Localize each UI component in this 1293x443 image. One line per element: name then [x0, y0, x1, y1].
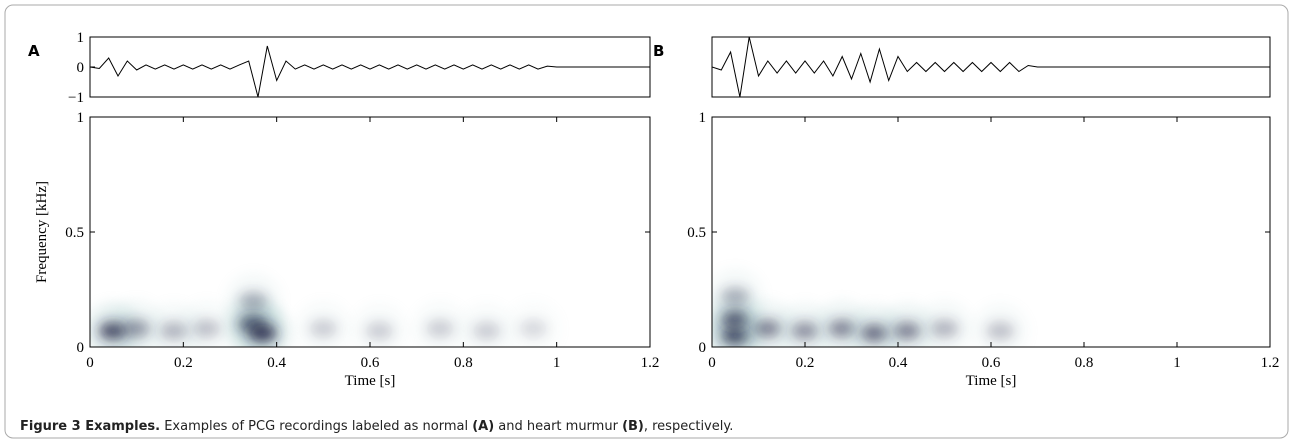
x-tick-label: 1.2 — [1261, 355, 1280, 371]
x-tick-label: 0 — [708, 355, 716, 371]
x-tick-label: 0.4 — [267, 355, 286, 371]
x-axis-label: Time [s] — [345, 373, 396, 389]
energy-blob — [426, 319, 454, 338]
energy-blob — [365, 321, 394, 340]
x-tick-label: 0.4 — [889, 355, 908, 371]
x-tick-label: 0.6 — [361, 355, 380, 371]
y-tick-label: 1 — [77, 30, 85, 46]
panel-label: B — [653, 42, 664, 60]
y-tick-label: 0 — [77, 340, 85, 356]
x-tick-label: 0.8 — [1075, 355, 1094, 371]
y-tick-label: 1 — [77, 110, 85, 126]
x-tick-label: 1 — [553, 355, 561, 371]
x-tick-label: 0 — [86, 355, 94, 371]
plot-area — [712, 268, 1029, 347]
axes-box — [711, 36, 1271, 98]
plot-area — [90, 273, 562, 347]
energy-blob — [239, 292, 268, 310]
waveform — [90, 45, 650, 97]
y-tick-label: −1 — [68, 90, 84, 106]
plot-area — [90, 45, 650, 97]
energy-blob — [721, 287, 750, 306]
y-tick-label: 0.5 — [687, 225, 706, 241]
y-axis-label: Frequency [kHz] — [34, 181, 50, 283]
energy-blob — [519, 319, 548, 338]
energy-blob — [192, 319, 221, 338]
caption-text: Examples of PCG recordings labeled as no… — [160, 419, 472, 434]
panel-label: A — [28, 42, 40, 60]
y-tick-label: 0 — [699, 340, 707, 356]
figure-frame — [4, 4, 1289, 439]
y-tick-label: 0.5 — [65, 225, 84, 241]
energy-blob — [791, 321, 819, 340]
x-tick-label: 1.2 — [641, 355, 660, 371]
caption-text: , respectively. — [644, 419, 733, 434]
caption-bold: (B) — [622, 419, 644, 434]
x-tick-label: 0.8 — [454, 355, 473, 371]
energy-blob — [122, 319, 151, 338]
x-tick-label: 0.6 — [982, 355, 1001, 371]
energy-blob — [309, 319, 338, 338]
energy-blob — [986, 321, 1015, 340]
energy-blob — [753, 319, 782, 338]
caption-bold: (A) — [472, 419, 494, 434]
caption-text: and heart murmur — [494, 419, 622, 434]
y-tick-label: 1 — [699, 110, 707, 126]
y-tick-label: 0 — [77, 60, 85, 76]
x-tick-label: 0.2 — [796, 355, 815, 371]
caption-title: Figure 3 Examples. — [20, 419, 160, 434]
energy-blob — [472, 321, 501, 340]
x-axis-label: Time [s] — [966, 373, 1017, 389]
energy-blob — [893, 321, 922, 340]
x-tick-label: 0.2 — [174, 355, 193, 371]
x-tick-label: 1 — [1173, 355, 1181, 371]
energy-blob — [930, 319, 959, 338]
waveform — [712, 37, 1270, 97]
plot-area — [712, 37, 1270, 97]
caption: Figure 3 Examples. Examples of PCG recor… — [20, 419, 733, 434]
